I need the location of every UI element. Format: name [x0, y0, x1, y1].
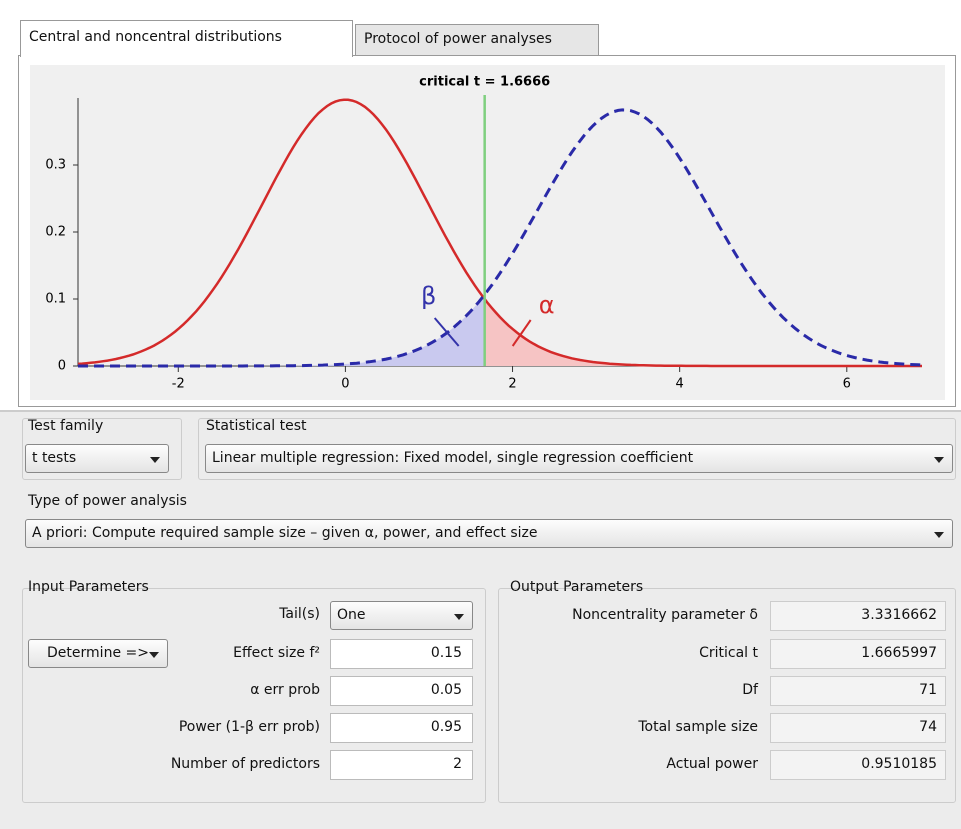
label: Test family: [28, 418, 103, 434]
output-field: 1.6665997: [770, 639, 946, 669]
input-field[interactable]: 0.95: [330, 713, 473, 743]
y-tick-label: 0.2: [45, 225, 66, 240]
label: α err prob: [100, 682, 320, 698]
x-tick-label: 2: [508, 377, 516, 392]
x-tick-label: 0: [341, 377, 349, 392]
dropdown[interactable]: t tests: [25, 444, 169, 473]
label: Actual power: [500, 756, 758, 772]
output-field: 3.3316662: [770, 601, 946, 631]
alpha-label: α: [539, 291, 555, 319]
y-tick-label: 0.1: [45, 292, 66, 307]
label: Critical t: [500, 645, 758, 661]
label: Type of power analysis: [28, 493, 187, 509]
critical-label: critical t = 1.6666: [419, 75, 550, 90]
group-title: Output Parameters: [510, 579, 643, 595]
input-field[interactable]: 0.05: [330, 676, 473, 706]
y-tick-label: 0: [58, 359, 66, 374]
dropdown[interactable]: One: [330, 601, 473, 630]
output-field: 74: [770, 713, 946, 743]
dropdown[interactable]: Linear multiple regression: Fixed model,…: [205, 444, 953, 473]
x-tick-label: 6: [843, 377, 851, 392]
group-title: Input Parameters: [28, 579, 149, 595]
x-tick-label: -2: [172, 377, 185, 392]
label: Total sample size: [500, 719, 758, 735]
label: Statistical test: [206, 418, 307, 434]
input-field[interactable]: 2: [330, 750, 473, 780]
label: Noncentrality parameter δ: [500, 607, 758, 623]
x-tick-label: 4: [676, 377, 684, 392]
beta-label: β: [421, 282, 436, 310]
output-field: 71: [770, 676, 946, 706]
label: Number of predictors: [100, 756, 320, 772]
output-field: 0.9510185: [770, 750, 946, 780]
dropdown[interactable]: A priori: Compute required sample size –…: [25, 519, 953, 548]
y-tick-label: 0.3: [45, 158, 66, 173]
label: Power (1-β err prob): [100, 719, 320, 735]
input-field[interactable]: 0.15: [330, 639, 473, 669]
label: Tail(s): [120, 606, 320, 622]
chart: 0 0.1 0.2 0.3 -2 0 2 4 6 critical t = 1.6666 β α: [0, 0, 961, 410]
label: Df: [500, 682, 758, 698]
label: Effect size f²: [100, 645, 320, 661]
gpower-window: Central and noncentral distributions Pro…: [0, 0, 961, 829]
